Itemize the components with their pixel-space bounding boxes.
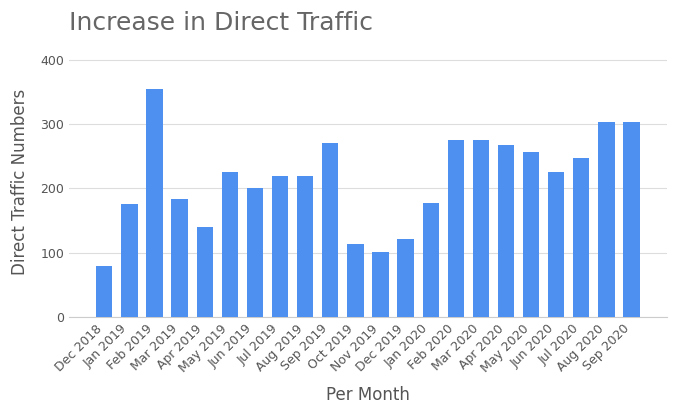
Text: Increase in Direct Traffic: Increase in Direct Traffic <box>69 11 373 35</box>
Bar <box>623 122 640 317</box>
Bar <box>422 203 439 317</box>
Bar <box>548 172 564 317</box>
Bar <box>347 244 363 317</box>
Bar <box>146 89 163 317</box>
Bar <box>297 176 313 317</box>
Bar <box>272 176 288 317</box>
X-axis label: Per Month: Per Month <box>326 386 410 404</box>
Bar <box>473 140 489 317</box>
Bar <box>96 266 113 317</box>
Bar <box>322 143 338 317</box>
Bar <box>498 144 514 317</box>
Bar <box>372 252 388 317</box>
Bar <box>247 188 263 317</box>
Y-axis label: Direct Traffic Numbers: Direct Traffic Numbers <box>11 89 29 275</box>
Bar <box>523 152 539 317</box>
Bar <box>121 205 138 317</box>
Bar <box>172 199 188 317</box>
Bar <box>397 239 414 317</box>
Bar <box>222 172 238 317</box>
Bar <box>598 122 614 317</box>
Bar <box>573 158 589 317</box>
Bar <box>197 227 213 317</box>
Bar <box>447 140 464 317</box>
